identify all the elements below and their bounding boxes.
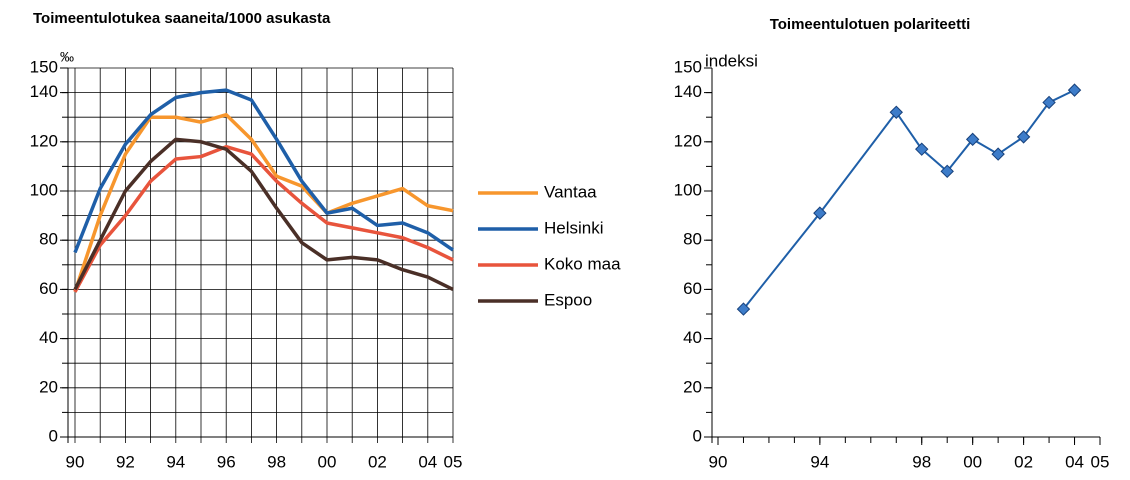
x-tick-label: 98 [267, 452, 286, 471]
y-tick-label: 20 [39, 377, 58, 396]
x-tick-label: 02 [1014, 452, 1033, 471]
x-tick-label: 92 [116, 452, 135, 471]
point [991, 147, 1005, 161]
point [889, 105, 903, 119]
x-tick-label: 90 [709, 452, 728, 471]
chart-title: Toimeentulotuen polariteetti [770, 16, 971, 33]
x-tick-label: 05 [444, 452, 463, 471]
point [940, 164, 954, 179]
point [1042, 95, 1056, 110]
y-tick-label: 120 [30, 131, 58, 150]
point [915, 142, 929, 156]
y-tick-label: 0 [49, 426, 58, 445]
y-tick-label: 40 [39, 328, 58, 347]
point [1016, 130, 1031, 144]
x-tick-label: 94 [810, 452, 829, 471]
y-tick-label: 40 [683, 328, 702, 347]
series-line [73, 112, 454, 293]
x-tick-label: 05 [1091, 452, 1110, 471]
series-line [73, 137, 454, 291]
legend-label: Espoo [544, 290, 592, 309]
x-tick-label: 04 [1065, 452, 1084, 471]
x-tick-label: 96 [217, 452, 236, 471]
x-tick-label: 04 [418, 452, 437, 471]
y-tick-label: 60 [39, 279, 58, 298]
y-tick-label: 80 [683, 230, 702, 249]
y-tick-label: 120 [674, 131, 702, 150]
y-tick-label: 140 [30, 82, 58, 101]
chart-title: Toimeentulotukea saaneita/1000 asukasta [33, 10, 331, 27]
x-tick-label: 00 [318, 452, 337, 471]
y-tick-label: 140 [674, 82, 702, 101]
y-tick-label: 60 [683, 279, 702, 298]
x-tick-label: 98 [912, 452, 931, 471]
point [1067, 83, 1082, 97]
legend-label: Koko maa [544, 254, 621, 273]
series-line [742, 89, 1075, 310]
point [965, 132, 980, 147]
x-tick-label: 02 [368, 452, 387, 471]
legend-label: Vantaa [544, 182, 597, 201]
y-tick-label: 100 [30, 180, 58, 199]
y-tick-label: 150 [30, 57, 58, 76]
x-tick-label: 00 [963, 452, 982, 471]
y-axis-label: indeksi [705, 51, 758, 70]
series-line [73, 144, 454, 293]
x-tick-label: 90 [66, 452, 85, 471]
x-tick-label: 94 [166, 452, 185, 471]
y-tick-label: 150 [674, 57, 702, 76]
y-tick-label: 20 [683, 377, 702, 396]
legend-label: Helsinki [544, 218, 604, 237]
y-axis-label: ‰ [60, 49, 74, 65]
y-tick-label: 0 [693, 426, 702, 445]
y-tick-label: 100 [674, 180, 702, 199]
point [813, 206, 827, 220]
y-tick-label: 80 [39, 230, 58, 249]
series-line [73, 88, 454, 254]
point [736, 302, 751, 316]
